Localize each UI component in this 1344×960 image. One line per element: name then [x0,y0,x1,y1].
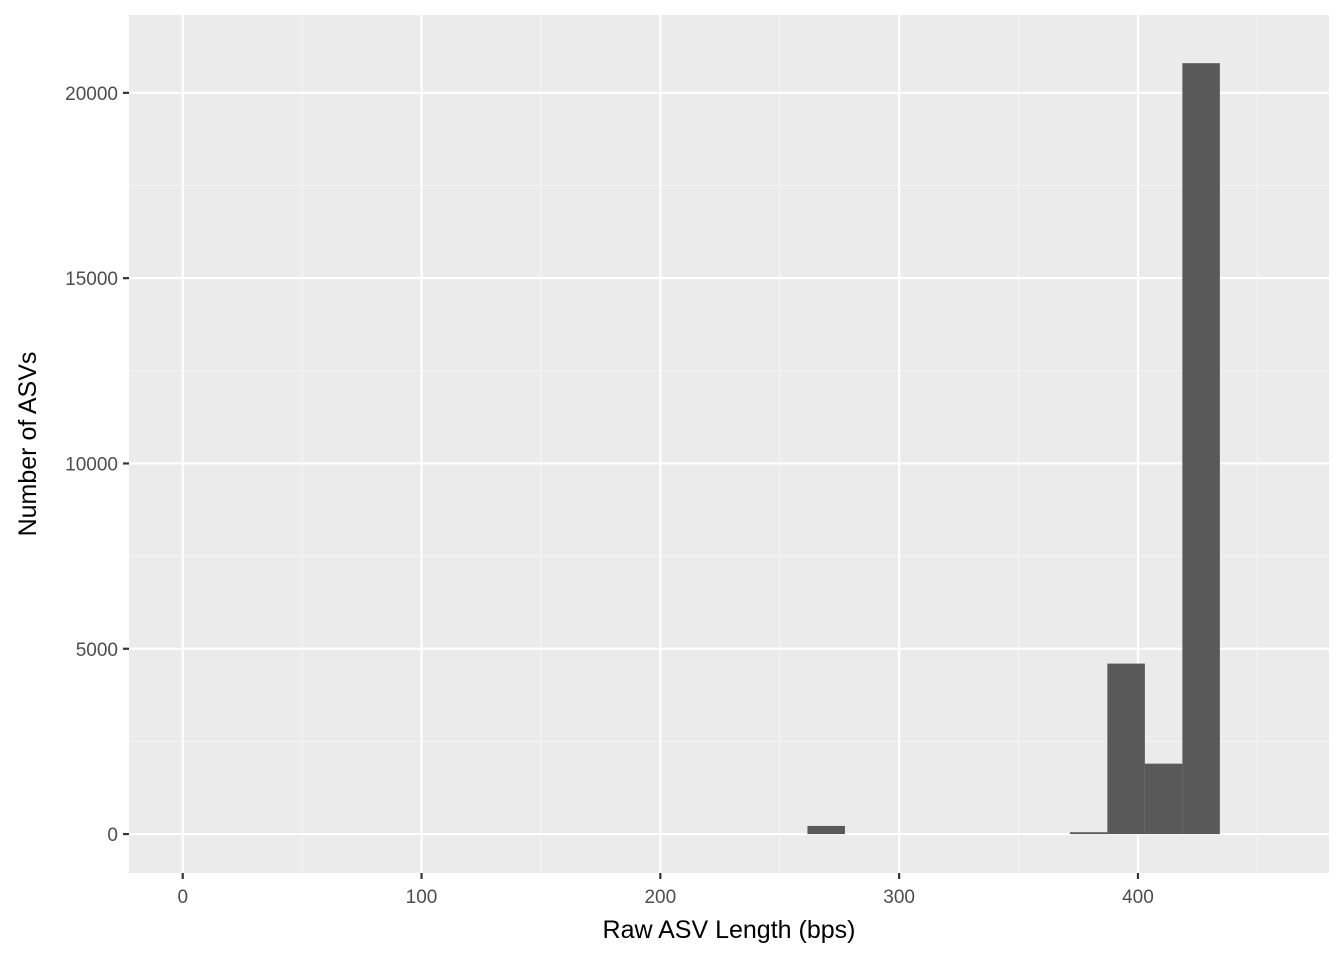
y-tick-label: 5000 [76,640,118,661]
x-tick-label: 100 [406,887,438,908]
histogram-bars [807,63,1220,835]
y-tick-label: 10000 [65,454,118,475]
y-tick-label: 20000 [65,84,118,105]
x-tick-label: 0 [177,887,188,908]
histogram-bar [1107,663,1145,835]
minor-gridlines [129,15,1329,873]
x-tick-label: 300 [883,887,915,908]
y-tick-label: 0 [107,825,118,846]
x-tick-label: 200 [644,887,676,908]
histogram-bar [1182,63,1220,835]
x-axis-title: Raw ASV Length (bps) [603,916,856,944]
y-axis-title: Number of ASVs [14,352,42,537]
x-axis: 0 100 200 300 400 [177,873,1154,908]
y-axis: 0 5000 10000 15000 20000 [65,84,129,846]
histogram-bar [1144,763,1183,835]
y-tick-label: 15000 [65,269,118,290]
histogram-bar [807,825,845,835]
x-tick-label: 400 [1122,887,1154,908]
plot-panel [129,15,1329,873]
histogram-bar [1069,832,1108,835]
